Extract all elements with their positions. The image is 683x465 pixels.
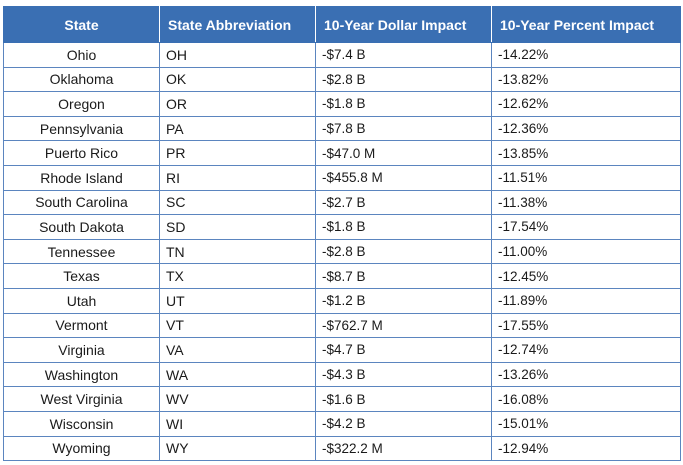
state-cell: Wisconsin (3, 410, 160, 437)
state-cell: Pennsylvania (3, 115, 160, 142)
abbreviation-cell: PA (159, 115, 316, 142)
abbreviation-cell: OH (159, 42, 316, 68)
table-header: State State Abbreviation 10-Year Dollar … (3, 6, 681, 43)
abbreviation-cell: WV (159, 386, 316, 412)
abbreviation-cell: WA (159, 361, 316, 388)
header-dollar-impact: 10-Year Dollar Impact (315, 6, 492, 43)
state-cell: Washington (3, 361, 160, 388)
dollar-impact-cell: -$1.8 B (315, 214, 492, 240)
table-row: Texas TX -$8.7 B -12.45% (3, 263, 681, 289)
percent-impact-cell: -13.85% (491, 140, 681, 166)
abbreviation-cell: TX (159, 263, 316, 289)
table-row: Wyoming WY -$322.2 M -12.94% (3, 435, 681, 462)
percent-impact-cell: -12.45% (491, 263, 681, 289)
percent-impact-cell: -12.62% (491, 91, 681, 117)
abbreviation-cell: VA (159, 337, 316, 363)
state-cell: South Carolina (3, 189, 160, 216)
percent-impact-cell: -17.54% (491, 214, 681, 240)
state-cell: Oregon (3, 91, 160, 117)
percent-impact-cell: -11.00% (491, 238, 681, 265)
table-row: Puerto Rico PR -$47.0 M -13.85% (3, 140, 681, 166)
table-row: Washington WA -$4.3 B -13.26% (3, 361, 681, 388)
abbreviation-cell: OK (159, 66, 316, 93)
dollar-impact-cell: -$8.7 B (315, 263, 492, 289)
abbreviation-cell: RI (159, 164, 316, 191)
abbreviation-cell: UT (159, 287, 316, 314)
dollar-impact-cell: -$322.2 M (315, 435, 492, 462)
state-cell: Wyoming (3, 435, 160, 462)
table-row: South Carolina SC -$2.7 B -11.38% (3, 189, 681, 216)
table-row: Tennessee TN -$2.8 B -11.00% (3, 238, 681, 265)
header-state-abbreviation: State Abbreviation (159, 6, 316, 43)
dollar-impact-cell: -$4.3 B (315, 361, 492, 388)
impact-table: State State Abbreviation 10-Year Dollar … (3, 6, 681, 462)
percent-impact-cell: -16.08% (491, 386, 681, 412)
percent-impact-cell: -12.94% (491, 435, 681, 462)
table-row: Wisconsin WI -$4.2 B -15.01% (3, 410, 681, 437)
percent-impact-cell: -13.82% (491, 66, 681, 93)
abbreviation-cell: VT (159, 312, 316, 339)
state-cell: Puerto Rico (3, 140, 160, 166)
dollar-impact-cell: -$1.2 B (315, 287, 492, 314)
dollar-impact-cell: -$1.6 B (315, 386, 492, 412)
abbreviation-cell: WI (159, 410, 316, 437)
dollar-impact-cell: -$1.8 B (315, 91, 492, 117)
percent-impact-cell: -15.01% (491, 410, 681, 437)
dollar-impact-cell: -$2.8 B (315, 66, 492, 93)
table-row: Rhode Island RI -$455.8 M -11.51% (3, 164, 681, 191)
table-row: Oregon OR -$1.8 B -12.62% (3, 91, 681, 117)
state-cell: Vermont (3, 312, 160, 339)
dollar-impact-cell: -$4.7 B (315, 337, 492, 363)
dollar-impact-cell: -$762.7 M (315, 312, 492, 339)
dollar-impact-cell: -$47.0 M (315, 140, 492, 166)
state-cell: Rhode Island (3, 164, 160, 191)
header-row: State State Abbreviation 10-Year Dollar … (3, 6, 681, 43)
percent-impact-cell: -17.55% (491, 312, 681, 339)
header-state: State (3, 6, 160, 43)
state-cell: South Dakota (3, 214, 160, 240)
dollar-impact-cell: -$7.4 B (315, 42, 492, 68)
abbreviation-cell: SD (159, 214, 316, 240)
percent-impact-cell: -13.26% (491, 361, 681, 388)
state-cell: Texas (3, 263, 160, 289)
table-row: Oklahoma OK -$2.8 B -13.82% (3, 66, 681, 93)
percent-impact-cell: -11.51% (491, 164, 681, 191)
dollar-impact-cell: -$455.8 M (315, 164, 492, 191)
abbreviation-cell: OR (159, 91, 316, 117)
table-body: Ohio OH -$7.4 B -14.22% Oklahoma OK -$2.8 B -13… (3, 42, 681, 462)
dollar-impact-cell: -$2.8 B (315, 238, 492, 265)
percent-impact-cell: -11.38% (491, 189, 681, 216)
abbreviation-cell: WY (159, 435, 316, 462)
table-row: Pennsylvania PA -$7.8 B -12.36% (3, 115, 681, 142)
table-row: Ohio OH -$7.4 B -14.22% (3, 42, 681, 68)
table-row: South Dakota SD -$1.8 B -17.54% (3, 214, 681, 240)
table-row: West Virginia WV -$1.6 B -16.08% (3, 386, 681, 412)
percent-impact-cell: -12.74% (491, 337, 681, 363)
percent-impact-cell: -14.22% (491, 42, 681, 68)
abbreviation-cell: TN (159, 238, 316, 265)
table-row: Utah UT -$1.2 B -11.89% (3, 287, 681, 314)
dollar-impact-cell: -$7.8 B (315, 115, 492, 142)
header-percent-impact: 10-Year Percent Impact (491, 6, 681, 43)
table-row: Vermont VT -$762.7 M -17.55% (3, 312, 681, 339)
state-cell: Oklahoma (3, 66, 160, 93)
abbreviation-cell: PR (159, 140, 316, 166)
state-cell: West Virginia (3, 386, 160, 412)
percent-impact-cell: -12.36% (491, 115, 681, 142)
state-cell: Tennessee (3, 238, 160, 265)
dollar-impact-cell: -$2.7 B (315, 189, 492, 216)
table-row: Virginia VA -$4.7 B -12.74% (3, 337, 681, 363)
dollar-impact-cell: -$4.2 B (315, 410, 492, 437)
state-cell: Virginia (3, 337, 160, 363)
percent-impact-cell: -11.89% (491, 287, 681, 314)
state-cell: Utah (3, 287, 160, 314)
state-cell: Ohio (3, 42, 160, 68)
abbreviation-cell: SC (159, 189, 316, 216)
